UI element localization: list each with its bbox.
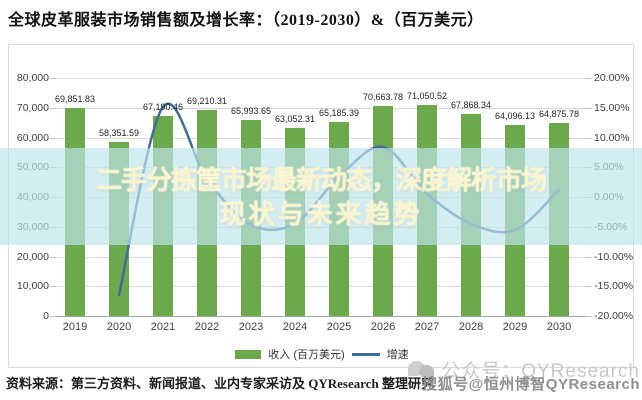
bar-value-label: 64,096.13 [494, 111, 536, 122]
x-axis-line [56, 316, 586, 317]
x-axis-tick-label: 2022 [194, 321, 220, 333]
y-axis-left-tick-label: 0 [43, 310, 49, 322]
y-axis-left-tick-label: 70,000 [16, 101, 49, 114]
y-axis-left-tick-label: 20,000 [16, 250, 49, 263]
y-axis-right-tick-label: -20.00% [594, 310, 634, 322]
legend-growth-label: 增速 [386, 349, 409, 361]
bar-value-label: 69,851.83 [54, 94, 96, 105]
y-axis-right-tickmark [586, 107, 592, 109]
x-axis-tick-label: 2030 [546, 321, 572, 333]
y-axis-right-tickmark [586, 78, 592, 79]
x-axis-tick-label: 2024 [282, 321, 308, 333]
y-axis-right-tick-label: 10.00% [594, 131, 630, 144]
x-axis-tick-label: 2026 [370, 321, 396, 333]
y-axis-right-tickmark [586, 316, 592, 317]
x-axis-tick-label: 2023 [238, 321, 264, 333]
x-axis-tick-label: 2019 [62, 321, 88, 333]
bar-value-label: 65,185.39 [318, 108, 360, 119]
x-axis-tick-label: 2027 [414, 321, 440, 333]
y-axis-right-tick-label: -10.00% [594, 250, 634, 263]
y-axis-right-tick-label: 20.00% [594, 72, 630, 84]
wechat-watermark: 公众号：QYResearch [408, 356, 640, 383]
bar-value-label: 70,663.78 [362, 91, 404, 102]
bar-value-label: 58,351.59 [98, 128, 140, 139]
source-note: 资料来源：第三方资料、新闻报道、业内专家采访及 QYResearch 整理研究 [6, 376, 435, 391]
y-axis-left-tickmark [50, 286, 56, 288]
sohu-watermark: 搜狐号@恒州博智QYResearch [422, 376, 640, 393]
overlay-headline-line2: 现状与未来趋势 [219, 198, 423, 229]
wechat-watermark-text: 公众号：QYResearch [441, 361, 640, 382]
y-axis-left-tickmark [50, 316, 56, 317]
chart-title: 全球皮革服装市场销售额及增长率：（2019-2030）&（百万美元） [8, 12, 484, 29]
y-axis-right-tickmark [586, 286, 592, 288]
legend-revenue-label: 收入 (百万美元) [268, 349, 345, 361]
legend-revenue-swatch [235, 349, 262, 359]
bar-value-label: 67,190.46 [142, 102, 184, 113]
x-axis-tick-label: 2029 [502, 321, 528, 333]
x-axis-tick-label: 2028 [458, 321, 484, 333]
bar-value-label: 71,050.52 [406, 90, 448, 101]
y-axis-left-tickmark [50, 256, 56, 258]
chart-legend: 收入 (百万美元) 增速 [9, 346, 635, 362]
bar-value-label: 65,993.65 [230, 105, 272, 116]
y-axis-left-tick-label: 60,000 [16, 131, 49, 144]
overlay-headline-line1: 二手分拣筐市场最新动态，深度解析市场 [95, 164, 547, 195]
y-axis-left-tickmark [50, 137, 56, 139]
x-axis-tick-label: 2025 [326, 321, 352, 333]
y-axis-left-tick-label: 10,000 [16, 280, 49, 293]
y-axis-left-tick-label: 80,000 [16, 72, 49, 84]
legend-growth-swatch [351, 352, 380, 356]
y-axis-right-tickmark [586, 256, 592, 258]
y-axis-left-tickmark [50, 107, 56, 109]
chat-bubbles-icon [408, 359, 436, 381]
bar-value-label: 63,052.31 [274, 114, 316, 125]
bar-value-label: 69,210.31 [186, 96, 228, 107]
y-axis-right-tick-label: 15.00% [594, 101, 630, 114]
gridline [56, 78, 586, 79]
bar-value-label: 67,868.34 [450, 100, 492, 111]
x-axis-tick-label: 2020 [106, 321, 132, 333]
y-axis-right-tickmark [586, 137, 592, 139]
y-axis-right-tick-label: -15.00% [594, 280, 634, 293]
y-axis-left-tickmark [50, 78, 56, 79]
bar-value-label: 64,875.78 [538, 108, 580, 119]
overlay-banner: 二手分拣筐市场最新动态，深度解析市场 现状与未来趋势 [0, 148, 642, 245]
x-axis-tick-label: 2021 [150, 321, 176, 333]
